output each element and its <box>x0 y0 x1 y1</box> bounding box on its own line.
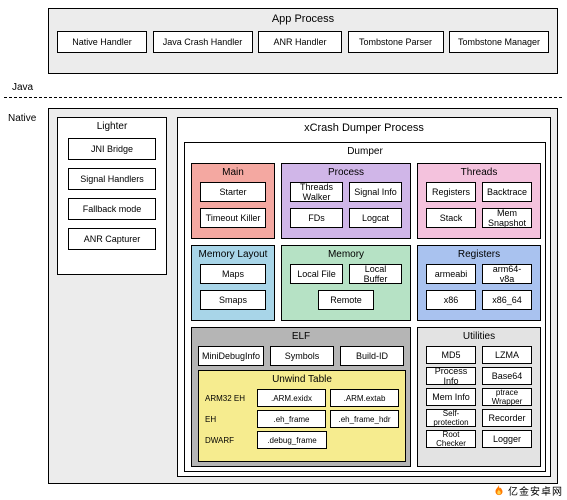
lighter-box: ANR Capturer <box>68 228 156 250</box>
util-box: LZMA <box>482 346 532 364</box>
app-process-panel: App Process Native Handler Java Crash Ha… <box>48 8 558 74</box>
unwind-row-label: DWARF <box>205 436 253 445</box>
process-group: Process Threads Walker Signal Info FDs L… <box>281 163 411 239</box>
elf-group: ELF MiniDebugInfo Symbols Build-ID Unwin… <box>191 327 411 467</box>
watermark-text: 亿金安卓网 <box>508 483 563 498</box>
registers-box: arm64-v8a <box>482 264 532 284</box>
registers-box: x86_64 <box>482 290 532 310</box>
process-title: Process <box>282 164 410 182</box>
process-box: Logcat <box>349 208 402 228</box>
main-box: Starter <box>200 182 266 202</box>
native-panel: Lighter JNI Bridge Signal Handlers Fallb… <box>48 108 558 484</box>
registers-title: Registers <box>418 246 540 264</box>
process-box: Signal Info <box>349 182 402 202</box>
elf-box: MiniDebugInfo <box>198 346 264 366</box>
app-box: Tombstone Parser <box>348 31 444 53</box>
util-box: MD5 <box>426 346 476 364</box>
registers-group: Registers armeabi arm64-v8a x86 x86_64 <box>417 245 541 321</box>
memlayout-box: Maps <box>200 264 266 284</box>
util-box: Logger <box>482 430 532 448</box>
memlayout-box: Smaps <box>200 290 266 310</box>
java-label: Java <box>12 82 33 93</box>
unwind-row-label: EH <box>205 415 253 424</box>
util-box: Recorder <box>482 409 532 427</box>
main-box: Timeout Killer <box>200 208 266 228</box>
registers-box: x86 <box>426 290 476 310</box>
threads-box: Mem Snapshot <box>482 208 532 228</box>
watermark: 亿金安卓网 <box>492 483 563 498</box>
dumper-title: Dumper <box>185 143 545 161</box>
elf-box: Build-ID <box>340 346 404 366</box>
lighter-box: Signal Handlers <box>68 168 156 190</box>
utilities-group: Utilities MD5 LZMA Process Info Base64 Mem… <box>417 327 541 467</box>
app-box: ANR Handler <box>258 31 342 53</box>
memory-group: Memory Local File Local Buffer Remote <box>281 245 411 321</box>
memory-box: Local Buffer <box>349 264 402 284</box>
memlayout-title: Memory Layout <box>192 246 274 264</box>
process-box: Threads Walker <box>290 182 343 202</box>
util-box: Self-protection <box>426 409 476 427</box>
java-native-divider <box>4 97 562 98</box>
elf-title: ELF <box>192 328 410 346</box>
util-box: Process Info <box>426 367 476 385</box>
threads-title: Threads <box>418 164 540 182</box>
threads-box: Registers <box>426 182 476 202</box>
native-label: Native <box>8 113 36 124</box>
app-process-title: App Process <box>49 9 557 31</box>
main-group: Main Starter Timeout Killer <box>191 163 275 239</box>
util-box: Base64 <box>482 367 532 385</box>
threads-group: Threads Registers Backtrace Stack Mem Sn… <box>417 163 541 239</box>
unwind-group: Unwind Table ARM32 EH .ARM.exidx .ARM.ex… <box>198 370 406 462</box>
util-box: Root Checker <box>426 430 476 448</box>
dumper-panel: Dumper Main Starter Timeout Killer Proce… <box>184 142 546 472</box>
lighter-box: Fallback mode <box>68 198 156 220</box>
utilities-title: Utilities <box>418 328 540 346</box>
dumper-process-title: xCrash Dumper Process <box>178 118 550 140</box>
lighter-box: JNI Bridge <box>68 138 156 160</box>
unwind-box: .ARM.extab <box>330 389 399 407</box>
main-title: Main <box>192 164 274 182</box>
elf-box: Symbols <box>270 346 334 366</box>
threads-box: Stack <box>426 208 476 228</box>
app-box: Java Crash Handler <box>153 31 253 53</box>
memory-box: Local File <box>290 264 343 284</box>
unwind-title: Unwind Table <box>199 371 405 389</box>
unwind-box: .eh_frame <box>257 410 326 428</box>
unwind-row-label: ARM32 EH <box>205 394 253 403</box>
unwind-box: .eh_frame_hdr <box>330 410 399 428</box>
registers-box: armeabi <box>426 264 476 284</box>
util-box: ptrace Wrapper <box>482 388 532 406</box>
threads-box: Backtrace <box>482 182 532 202</box>
util-box: Mem Info <box>426 388 476 406</box>
app-box: Native Handler <box>57 31 147 53</box>
process-box: FDs <box>290 208 343 228</box>
memlayout-group: Memory Layout Maps Smaps <box>191 245 275 321</box>
unwind-box: .ARM.exidx <box>257 389 326 407</box>
memory-box: Remote <box>318 290 374 310</box>
flame-icon <box>492 484 506 498</box>
dumper-process-panel: xCrash Dumper Process Dumper Main Starte… <box>177 117 551 477</box>
lighter-panel: Lighter JNI Bridge Signal Handlers Fallb… <box>57 117 167 275</box>
app-box: Tombstone Manager <box>449 31 549 53</box>
memory-title: Memory <box>282 246 410 264</box>
lighter-title: Lighter <box>58 118 166 136</box>
unwind-box: .debug_frame <box>257 431 327 449</box>
